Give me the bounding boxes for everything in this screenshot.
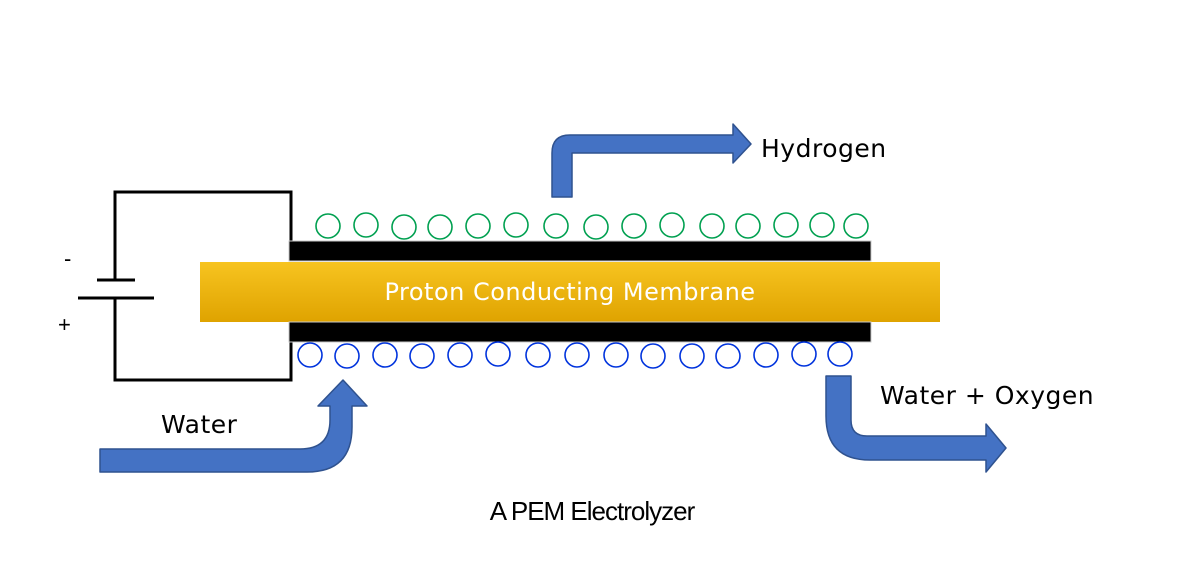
hydrogen-bubble — [773, 212, 799, 238]
oxygen-bubble — [297, 342, 323, 368]
negative-terminal-sign: - — [64, 246, 72, 271]
hydrogen-bubble — [659, 212, 685, 238]
hydrogen-bubble — [809, 212, 835, 238]
oxygen-bubble — [603, 342, 629, 368]
hydrogen-outlet-arrow — [551, 123, 752, 198]
hydrogen-bubble — [427, 214, 453, 240]
water-oxygen-outlet-arrow — [825, 375, 1007, 473]
oxygen-bubble — [334, 343, 360, 369]
oxygen-bubble — [564, 342, 590, 368]
membrane-label: Proton Conducting Membrane — [384, 278, 756, 306]
positive-terminal-sign: + — [58, 312, 71, 337]
oxygen-bubble — [485, 341, 511, 367]
cathode-electrode — [288, 240, 872, 262]
oxygen-bubble — [791, 341, 817, 367]
hydrogen-bubble — [735, 213, 761, 239]
proton-conducting-membrane — [200, 262, 940, 322]
hydrogen-bubble — [465, 213, 491, 239]
hydrogen-bubble — [699, 213, 725, 239]
hydrogen-bubbles — [315, 212, 869, 240]
oxygen-bubble — [447, 342, 473, 368]
oxygen-bubble — [409, 343, 435, 369]
water-inlet-arrow — [99, 379, 368, 473]
oxygen-bubbles — [297, 341, 853, 369]
hydrogen-bubble — [583, 214, 609, 240]
oxygen-bubble — [640, 343, 666, 369]
hydrogen-bubble — [503, 212, 529, 238]
water-inlet-label: Water — [161, 410, 238, 439]
hydrogen-label: Hydrogen — [761, 134, 887, 163]
battery-icon — [78, 278, 154, 300]
oxygen-bubble — [372, 342, 398, 368]
hydrogen-bubble — [543, 213, 569, 239]
water-oxygen-label: Water + Oxygen — [880, 381, 1095, 410]
diagram-caption: A PEM Electrolyzer — [489, 496, 696, 526]
hydrogen-bubble — [391, 214, 417, 240]
circuit-wire — [113, 190, 293, 382]
oxygen-bubble — [753, 342, 779, 368]
hydrogen-bubble — [353, 212, 379, 238]
oxygen-bubble — [715, 343, 741, 369]
hydrogen-bubble — [315, 213, 341, 239]
oxygen-bubble — [827, 341, 853, 367]
oxygen-bubble — [525, 342, 551, 368]
hydrogen-bubble — [843, 213, 869, 239]
oxygen-bubble — [679, 343, 705, 369]
hydrogen-bubble — [621, 213, 647, 239]
anode-electrode — [288, 321, 872, 343]
